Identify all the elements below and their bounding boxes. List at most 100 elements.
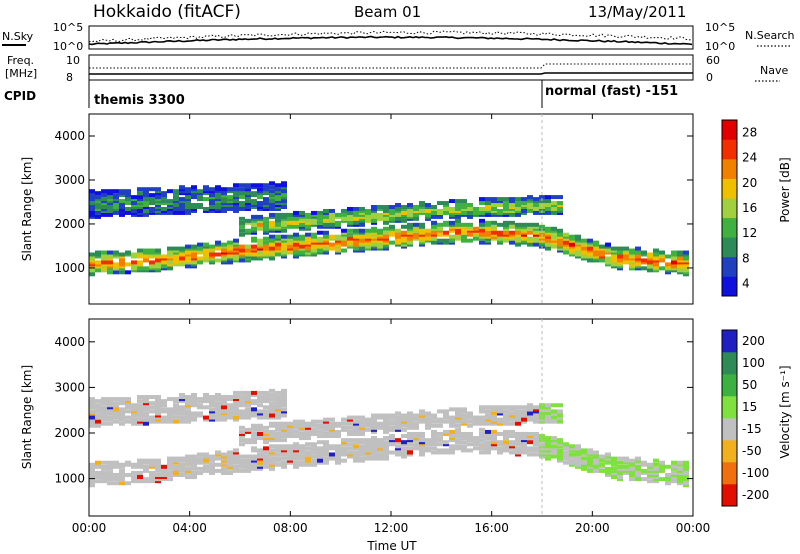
nsearch-tick-bottom: 10^0: [705, 40, 735, 53]
velocity-cell: [425, 411, 431, 416]
velocity-cell: [101, 479, 107, 484]
power-cell: [251, 183, 257, 188]
velocity-cell: [383, 427, 389, 432]
colorbar-tick-label: -200: [742, 488, 769, 502]
velocity-cell: [119, 409, 125, 414]
power-cell: [533, 242, 539, 247]
velocity-cell: [143, 399, 149, 404]
velocity-cell: [359, 446, 365, 451]
velocity-cell: [317, 419, 323, 424]
power-cell: [227, 240, 233, 245]
power-cell: [485, 197, 491, 202]
velocity-cell: [209, 401, 215, 406]
velocity-cell: [281, 444, 287, 449]
velocity-cell: [95, 470, 101, 475]
power-cell: [119, 199, 125, 204]
power-cell: [449, 220, 455, 225]
velocity-cell: [587, 466, 593, 471]
velocity-cell: [155, 473, 161, 478]
velocity-cell: [599, 458, 605, 463]
colorbar-swatch: [722, 276, 737, 297]
velocity-cell: [521, 411, 527, 416]
power-cell: [269, 238, 275, 243]
velocity-cell: [269, 429, 275, 434]
velocity-cell: [125, 399, 131, 404]
velocity-cell: [269, 458, 275, 463]
velocity-cell: [185, 415, 191, 420]
power-cell: [287, 212, 293, 217]
velocity-cell: [653, 462, 659, 467]
velocity-cell: [389, 434, 395, 439]
velocity-cell: [137, 421, 143, 426]
velocity-cell: [431, 438, 437, 443]
velocity-cell: [581, 450, 587, 455]
velocity-cell: [653, 458, 659, 463]
velocity-cell: [509, 407, 515, 412]
power-cell: [215, 252, 221, 257]
velocity-cell: [101, 399, 107, 404]
freq-label-line1: Freq.: [7, 54, 34, 67]
power-cell: [263, 236, 269, 241]
velocity-cell: [143, 407, 149, 412]
power-cell: [551, 206, 557, 211]
velocity-cell: [437, 436, 443, 441]
velocity-cell: [329, 429, 335, 434]
velocity-cell: [515, 434, 521, 439]
power-cell: [335, 220, 341, 225]
velocity-cell: [545, 411, 551, 416]
velocity-cell: [425, 417, 431, 422]
velocity-cell: [257, 413, 263, 418]
velocity-cell: [431, 434, 437, 439]
velocity-cell: [101, 417, 107, 422]
velocity-cell: [281, 446, 287, 451]
velocity-cell: [371, 454, 377, 459]
power-cell: [377, 228, 383, 233]
velocity-cell: [455, 438, 461, 443]
velocity-cell: [449, 450, 455, 455]
velocity-cell: [347, 446, 353, 451]
velocity-cell: [527, 411, 533, 416]
velocity-cell: [179, 473, 185, 478]
velocity-cell: [521, 409, 527, 414]
power-cell: [617, 254, 623, 259]
velocity-cell: [191, 470, 197, 475]
velocity-cell: [575, 456, 581, 461]
velocity-cell: [203, 405, 209, 410]
freq-panel: Freq. [MHz] 10 8 60 0 Nave: [5, 54, 788, 84]
velocity-cell: [401, 450, 407, 455]
power-cell: [119, 189, 125, 194]
velocity-cell: [533, 407, 539, 412]
velocity-cell: [461, 415, 467, 420]
velocity-cell: [371, 421, 377, 426]
velocity-cell: [365, 421, 371, 426]
velocity-cell: [293, 425, 299, 430]
velocity-cell: [323, 458, 329, 463]
power-cell: [245, 228, 251, 233]
velocity-cell: [323, 450, 329, 455]
velocity-cell: [479, 419, 485, 424]
velocity-cell: [293, 464, 299, 469]
velocity-cell: [161, 468, 167, 473]
velocity-cell: [251, 423, 257, 428]
power-cell: [293, 220, 299, 225]
velocity-cell: [473, 419, 479, 424]
power-cell: [545, 206, 551, 211]
velocity-cell: [671, 475, 677, 480]
velocity-cell: [215, 411, 221, 416]
velocity-cell: [575, 446, 581, 451]
velocity-cell: [263, 440, 269, 445]
power-cell: [269, 212, 275, 217]
velocity-cell: [113, 407, 119, 412]
velocity-cell: [671, 470, 677, 475]
velocity-cell: [275, 425, 281, 430]
power-cell: [569, 234, 575, 239]
velocity-cell: [641, 477, 647, 482]
power-cell: [113, 189, 119, 194]
power-cell: [479, 240, 485, 245]
velocity-cell: [227, 452, 233, 457]
velocity-cell: [347, 419, 353, 424]
velocity-cell: [611, 473, 617, 478]
velocity-cell: [119, 462, 125, 467]
velocity-cell: [473, 446, 479, 451]
velocity-cell: [137, 403, 143, 408]
